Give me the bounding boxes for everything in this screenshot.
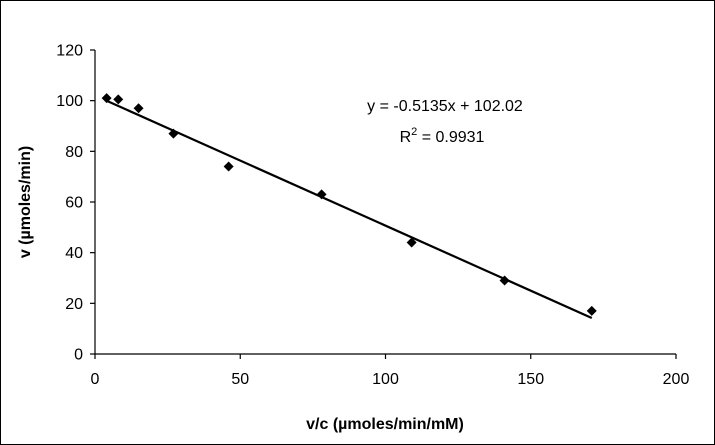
- x-tick-label: 150: [517, 371, 544, 388]
- y-tick-label: 40: [65, 245, 83, 262]
- data-point: [133, 103, 144, 114]
- r-squared-exponent: 2: [411, 126, 417, 138]
- data-points: [101, 93, 597, 316]
- y-ticks: 0 20 40 60 80 100 120: [56, 43, 95, 364]
- data-point: [168, 128, 179, 139]
- r-squared-symbol: R: [400, 129, 412, 146]
- x-tick-label: 100: [372, 371, 399, 388]
- y-tick-label: 60: [65, 195, 83, 212]
- r-squared-value: = 0.9931: [417, 129, 484, 146]
- x-axis-title: v/c (µmoles/min/mM): [306, 416, 464, 433]
- x-ticks: 0 50 100 150 200: [91, 354, 690, 388]
- y-tick-label: 100: [56, 93, 83, 110]
- y-tick-label: 80: [65, 144, 83, 161]
- data-point: [586, 305, 597, 316]
- data-point: [223, 161, 234, 172]
- r-squared-label: R2 = 0.9931: [400, 126, 485, 146]
- y-tick-label: 0: [74, 347, 83, 364]
- trendline: [106, 99, 593, 320]
- data-point: [316, 189, 327, 200]
- x-tick-label: 0: [91, 371, 100, 388]
- data-point: [406, 237, 417, 248]
- x-tick-label: 50: [231, 371, 249, 388]
- data-point: [499, 275, 510, 286]
- trendline-equation: y = -0.5135x + 102.02: [367, 98, 523, 115]
- data-point: [113, 94, 124, 105]
- data-point: [101, 93, 112, 104]
- x-tick-label: 200: [663, 371, 690, 388]
- y-tick-label: 20: [65, 296, 83, 313]
- y-axis-title: v (µmoles/min): [17, 146, 34, 258]
- y-tick-label: 120: [56, 43, 83, 60]
- axes: [94, 50, 676, 355]
